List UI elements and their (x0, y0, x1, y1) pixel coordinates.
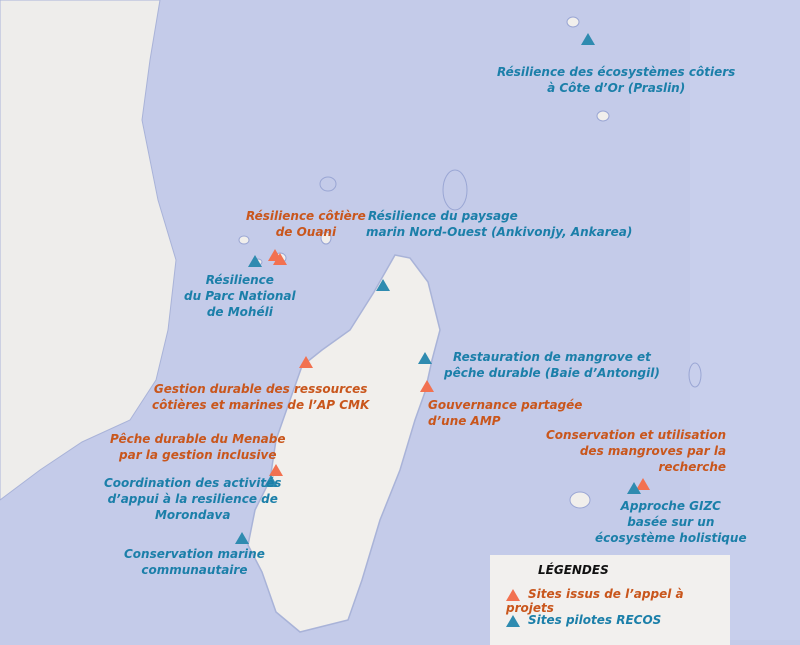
legend-title: LÉGENDES (538, 563, 609, 577)
label-praslin: Résilience des écosystèmes côtiers à Côte… (497, 65, 736, 95)
label-morondava: Coordination des activités d’appui à la r… (104, 476, 282, 522)
label-communautaire: Conservation marine communautaire (124, 547, 265, 577)
label-amp: Gouvernance partagée d’une AMP (428, 398, 583, 428)
marker-amp[interactable] (420, 380, 434, 392)
label-cmk: Gestion durable des ressources côtières e… (152, 382, 370, 412)
marker-moheli[interactable] (248, 255, 262, 267)
africa-coast (0, 0, 177, 501)
label-nord-ouest: Résilience du paysage marin Nord-Ouest (A… (366, 209, 633, 239)
comoros-island (238, 235, 250, 245)
legend-item-appel-projets: Sites issus de l’appel à projets (506, 587, 684, 615)
marker-menabe[interactable] (269, 464, 283, 476)
legend-item-recos: Sites pilotes RECOS (506, 613, 661, 627)
marker-antongil[interactable] (418, 352, 432, 364)
orange-triangle-icon (506, 588, 520, 601)
reunion-island (688, 362, 702, 388)
legend: LÉGENDES Sites issus de l’appel à projet… (490, 555, 730, 645)
label-antongil: Restauration de mangrove et pêche durable… (444, 350, 660, 380)
label-moheli: Résilience du Parc National de Mohéli (184, 273, 296, 319)
marker-communautaire[interactable] (235, 532, 249, 544)
label-mangroves: Conservation et utilisation des mangroves… (546, 428, 727, 474)
seychelles-island (596, 110, 610, 122)
seychelles-island (566, 16, 580, 28)
mayotte-island (320, 231, 332, 245)
marker-ouani-2[interactable] (273, 253, 287, 265)
label-ouani: Résilience côtière de Ouani (246, 209, 366, 239)
label-gizc: Approche GIZC basée sur un écosystème holi… (595, 499, 747, 545)
marker-cmk[interactable] (299, 356, 313, 368)
marker-praslin[interactable] (581, 33, 595, 45)
blue-triangle-icon (506, 614, 520, 627)
marker-nord-ouest[interactable] (376, 279, 390, 291)
marker-gizc[interactable] (627, 482, 641, 494)
marker-morondava[interactable] (264, 475, 278, 487)
mauritius-island (569, 491, 591, 509)
label-menabe: Pêche durable du Menabe par la gestion in… (110, 432, 286, 462)
